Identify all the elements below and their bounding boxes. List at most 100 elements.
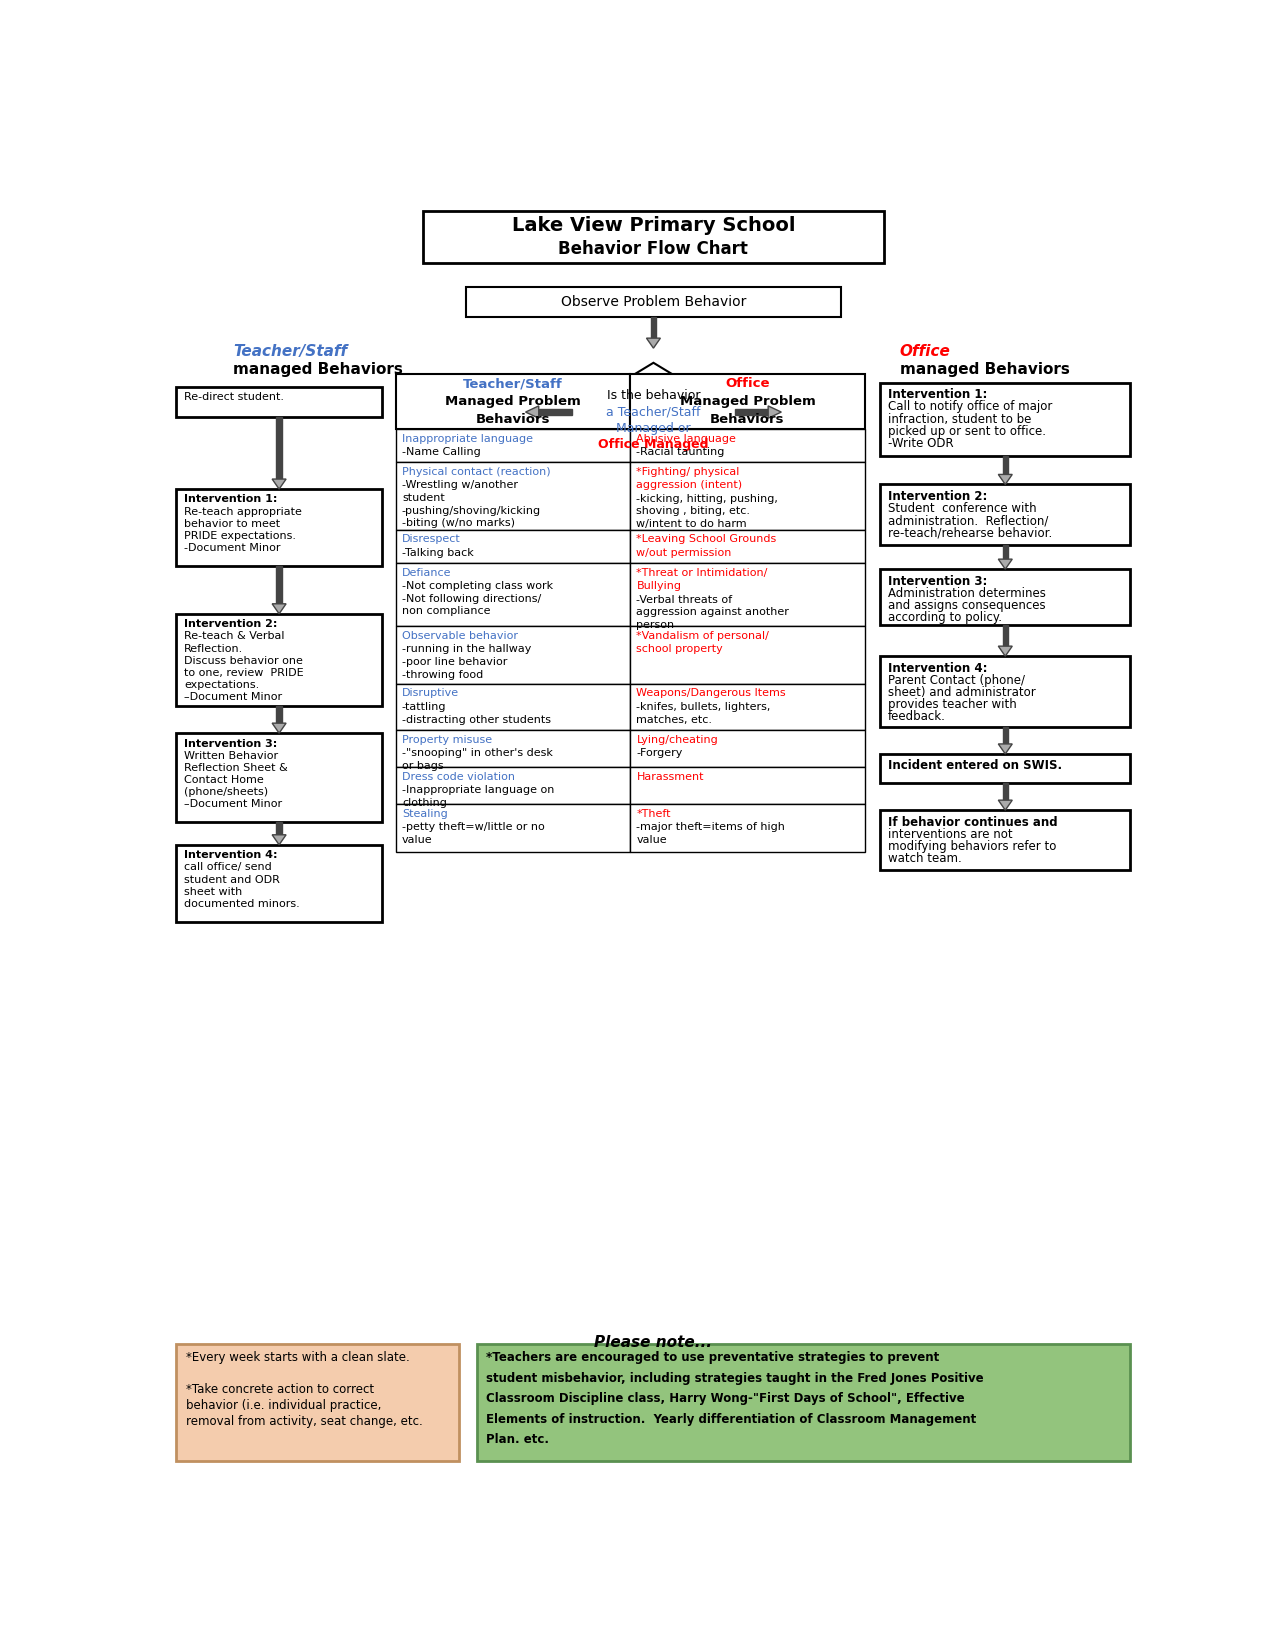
- Text: -petty theft=w/little or no: -petty theft=w/little or no: [402, 822, 544, 832]
- Text: school property: school property: [636, 644, 723, 653]
- Text: watch team.: watch team.: [887, 851, 961, 865]
- Text: *Vandalism of personal/: *Vandalism of personal/: [636, 630, 769, 640]
- Text: (phone/sheets): (phone/sheets): [184, 787, 268, 797]
- Text: Office Managed: Office Managed: [598, 439, 709, 450]
- Polygon shape: [272, 723, 286, 733]
- Text: student: student: [402, 493, 445, 503]
- Text: value: value: [402, 835, 432, 845]
- FancyBboxPatch shape: [880, 657, 1131, 728]
- FancyBboxPatch shape: [176, 845, 381, 922]
- FancyBboxPatch shape: [630, 563, 864, 625]
- FancyBboxPatch shape: [395, 563, 630, 625]
- FancyBboxPatch shape: [176, 1343, 459, 1460]
- FancyBboxPatch shape: [176, 614, 381, 706]
- Text: student and ODR: student and ODR: [184, 874, 280, 884]
- Text: Managed Problem: Managed Problem: [680, 394, 815, 408]
- Text: Classroom Discipline class, Harry Wong-"First Days of School", Effective: Classroom Discipline class, Harry Wong-"…: [487, 1393, 965, 1406]
- Polygon shape: [1002, 544, 1009, 559]
- Text: -Racial taunting: -Racial taunting: [636, 447, 724, 457]
- Text: *Every week starts with a clean slate.: *Every week starts with a clean slate.: [186, 1351, 409, 1365]
- Text: w/out permission: w/out permission: [636, 548, 732, 558]
- Text: Written Behavior: Written Behavior: [184, 751, 278, 761]
- Text: Is the behavior: Is the behavior: [607, 389, 700, 403]
- Polygon shape: [1002, 784, 1009, 800]
- Text: -Not following directions/: -Not following directions/: [402, 594, 541, 604]
- Polygon shape: [998, 475, 1012, 485]
- Text: Intervention 4:: Intervention 4:: [887, 662, 987, 675]
- Text: Observe Problem Behavior: Observe Problem Behavior: [561, 295, 746, 309]
- Text: Please note...: Please note...: [594, 1335, 713, 1350]
- FancyBboxPatch shape: [630, 729, 864, 767]
- FancyBboxPatch shape: [395, 804, 630, 851]
- Text: Office: Office: [725, 378, 770, 391]
- Polygon shape: [272, 835, 286, 845]
- FancyBboxPatch shape: [630, 462, 864, 530]
- Text: Behaviors: Behaviors: [476, 412, 551, 426]
- Text: Plan. etc.: Plan. etc.: [487, 1434, 550, 1445]
- Text: Call to notify office of major: Call to notify office of major: [887, 401, 1052, 414]
- Text: Incident entered on SWIS.: Incident entered on SWIS.: [887, 759, 1062, 772]
- Text: Teacher/Staff: Teacher/Staff: [233, 345, 347, 360]
- Text: or bags: or bags: [402, 761, 444, 771]
- Text: Disrespect: Disrespect: [402, 535, 460, 544]
- FancyBboxPatch shape: [395, 625, 630, 683]
- Polygon shape: [272, 478, 286, 488]
- Text: according to policy.: according to policy.: [887, 610, 1002, 624]
- FancyBboxPatch shape: [176, 386, 381, 417]
- FancyBboxPatch shape: [880, 383, 1131, 455]
- Polygon shape: [998, 744, 1012, 754]
- Text: Defiance: Defiance: [402, 568, 451, 577]
- Text: administration.  Reflection/: administration. Reflection/: [887, 515, 1048, 526]
- Text: feedback.: feedback.: [887, 710, 946, 723]
- Text: -poor line behavior: -poor line behavior: [402, 657, 507, 667]
- FancyBboxPatch shape: [880, 569, 1131, 625]
- Text: Administration determines: Administration determines: [887, 587, 1046, 599]
- FancyBboxPatch shape: [395, 729, 630, 767]
- Text: -Name Calling: -Name Calling: [402, 447, 481, 457]
- Text: documented minors.: documented minors.: [184, 899, 300, 909]
- Polygon shape: [277, 417, 282, 478]
- Polygon shape: [572, 363, 734, 462]
- Text: w/intent to do harm: w/intent to do harm: [636, 520, 747, 530]
- Text: Intervention 4:: Intervention 4:: [184, 850, 278, 860]
- Text: Managed or: Managed or: [616, 422, 691, 436]
- Text: *Take concrete action to correct: *Take concrete action to correct: [186, 1383, 374, 1396]
- Polygon shape: [277, 822, 282, 835]
- FancyBboxPatch shape: [423, 211, 884, 264]
- Text: Dress code violation: Dress code violation: [402, 772, 515, 782]
- Polygon shape: [650, 317, 657, 338]
- Text: -Forgery: -Forgery: [636, 747, 683, 757]
- Polygon shape: [998, 647, 1012, 657]
- Text: –Document Minor: –Document Minor: [184, 799, 282, 810]
- Text: picked up or sent to office.: picked up or sent to office.: [887, 424, 1046, 437]
- Polygon shape: [734, 409, 768, 414]
- Polygon shape: [539, 409, 572, 414]
- Text: Reflection Sheet &: Reflection Sheet &: [184, 762, 288, 772]
- Text: behavior (i.e. individual practice,: behavior (i.e. individual practice,: [186, 1399, 381, 1412]
- FancyBboxPatch shape: [176, 488, 381, 566]
- FancyBboxPatch shape: [465, 287, 842, 317]
- FancyBboxPatch shape: [395, 429, 630, 462]
- Text: shoving , biting, etc.: shoving , biting, etc.: [636, 507, 751, 516]
- Polygon shape: [1002, 455, 1009, 475]
- Polygon shape: [998, 559, 1012, 569]
- Polygon shape: [1002, 625, 1009, 647]
- Text: -Write ODR: -Write ODR: [887, 437, 954, 450]
- Text: Re-teach appropriate: Re-teach appropriate: [184, 507, 302, 516]
- Text: Teacher/Staff: Teacher/Staff: [463, 378, 562, 391]
- Text: Stealing: Stealing: [402, 808, 448, 818]
- Text: behavior to meet: behavior to meet: [184, 518, 280, 528]
- Text: Re-direct student.: Re-direct student.: [184, 393, 284, 403]
- Text: student misbehavior, including strategies taught in the Fred Jones Positive: student misbehavior, including strategie…: [487, 1371, 984, 1384]
- Text: Student  conference with: Student conference with: [887, 502, 1037, 515]
- FancyBboxPatch shape: [630, 373, 864, 429]
- Text: *Teachers are encouraged to use preventative strategies to prevent: *Teachers are encouraged to use preventa…: [487, 1351, 940, 1365]
- Text: -Verbal threats of: -Verbal threats of: [636, 594, 733, 604]
- Text: *Theft: *Theft: [636, 808, 671, 818]
- Text: -pushing/shoving/kicking: -pushing/shoving/kicking: [402, 505, 541, 515]
- Text: interventions are not: interventions are not: [887, 828, 1012, 842]
- Text: Intervention 1:: Intervention 1:: [184, 495, 278, 505]
- Text: clothing: clothing: [402, 799, 446, 808]
- FancyBboxPatch shape: [395, 373, 630, 429]
- FancyBboxPatch shape: [176, 733, 381, 822]
